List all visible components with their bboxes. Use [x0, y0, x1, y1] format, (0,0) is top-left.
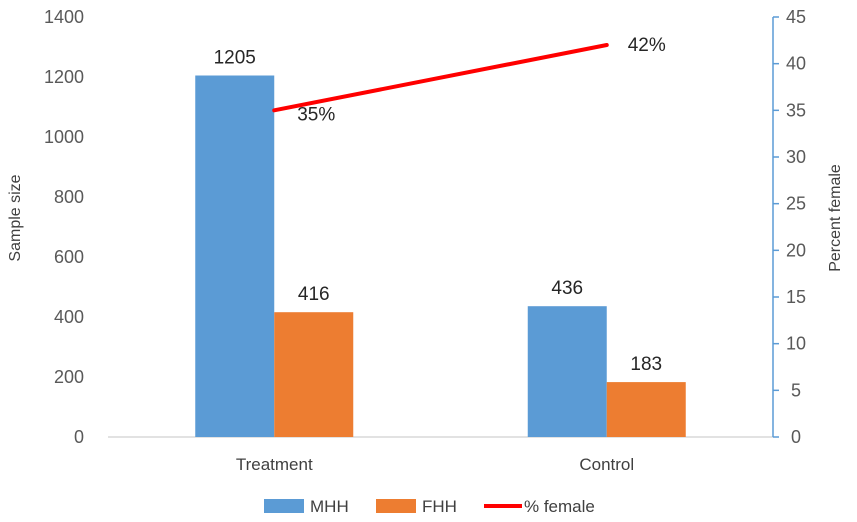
- x-category-label: Treatment: [236, 455, 313, 474]
- legend: MHH FHH % female: [264, 497, 595, 516]
- bar-fhh-treatment: [274, 312, 354, 437]
- bars: 1205 416 436 183: [195, 48, 686, 437]
- y-tick-label: 1000: [44, 127, 84, 147]
- y-tick-label: 0: [74, 427, 84, 447]
- y-tick-label: 400: [54, 307, 84, 327]
- bar-fhh-control: [606, 382, 686, 437]
- x-category-label: Control: [579, 455, 634, 474]
- line-data-label: 35%: [297, 104, 335, 125]
- y2-tick-label: 40: [786, 54, 806, 74]
- y2-tick-label: 20: [786, 240, 806, 260]
- percent-female-line: 35% 42%: [272, 35, 666, 125]
- line-path: [272, 43, 609, 113]
- y2-tick-label: 10: [786, 334, 806, 354]
- y2-tick-label: 45: [786, 7, 806, 27]
- bar-mhh-control: [527, 306, 607, 437]
- legend-swatch: [264, 499, 304, 513]
- y-tick-label: 800: [54, 187, 84, 207]
- bar-mhh-treatment: [195, 75, 275, 437]
- x-axis-categories: Treatment Control: [236, 455, 634, 474]
- y-tick-label: 1200: [44, 67, 84, 87]
- bar-data-label: 1205: [214, 48, 256, 69]
- y2-tick-label: 25: [786, 194, 806, 214]
- y2-axis-title: Percent female: [827, 164, 844, 272]
- y-tick-label: 200: [54, 367, 84, 387]
- legend-label: % female: [524, 497, 595, 516]
- bar-data-label: 436: [551, 278, 583, 299]
- legend-label: FHH: [422, 497, 457, 516]
- bar-data-label: 183: [630, 354, 662, 375]
- y-tick-label: 600: [54, 247, 84, 267]
- y-tick-label: 1400: [44, 7, 84, 27]
- y2-tick-label: 5: [791, 380, 801, 400]
- legend-swatch: [376, 499, 416, 513]
- y2-tick-label: 0: [791, 427, 801, 447]
- y-axis-title: Sample size: [7, 174, 24, 261]
- line-data-label: 42%: [628, 35, 666, 56]
- bar-data-label: 416: [298, 284, 330, 305]
- y2-tick-label: 35: [786, 100, 806, 120]
- y-axis-ticks: 0 200 400 600 800 1000 1200 1400: [44, 7, 84, 447]
- y2-tick-label: 15: [786, 287, 806, 307]
- y2-tick-label: 30: [786, 147, 806, 167]
- legend-label: MHH: [310, 497, 349, 516]
- y2-axis-ticks: 0 5 10 15 20 25 30 35 40 45: [773, 7, 806, 447]
